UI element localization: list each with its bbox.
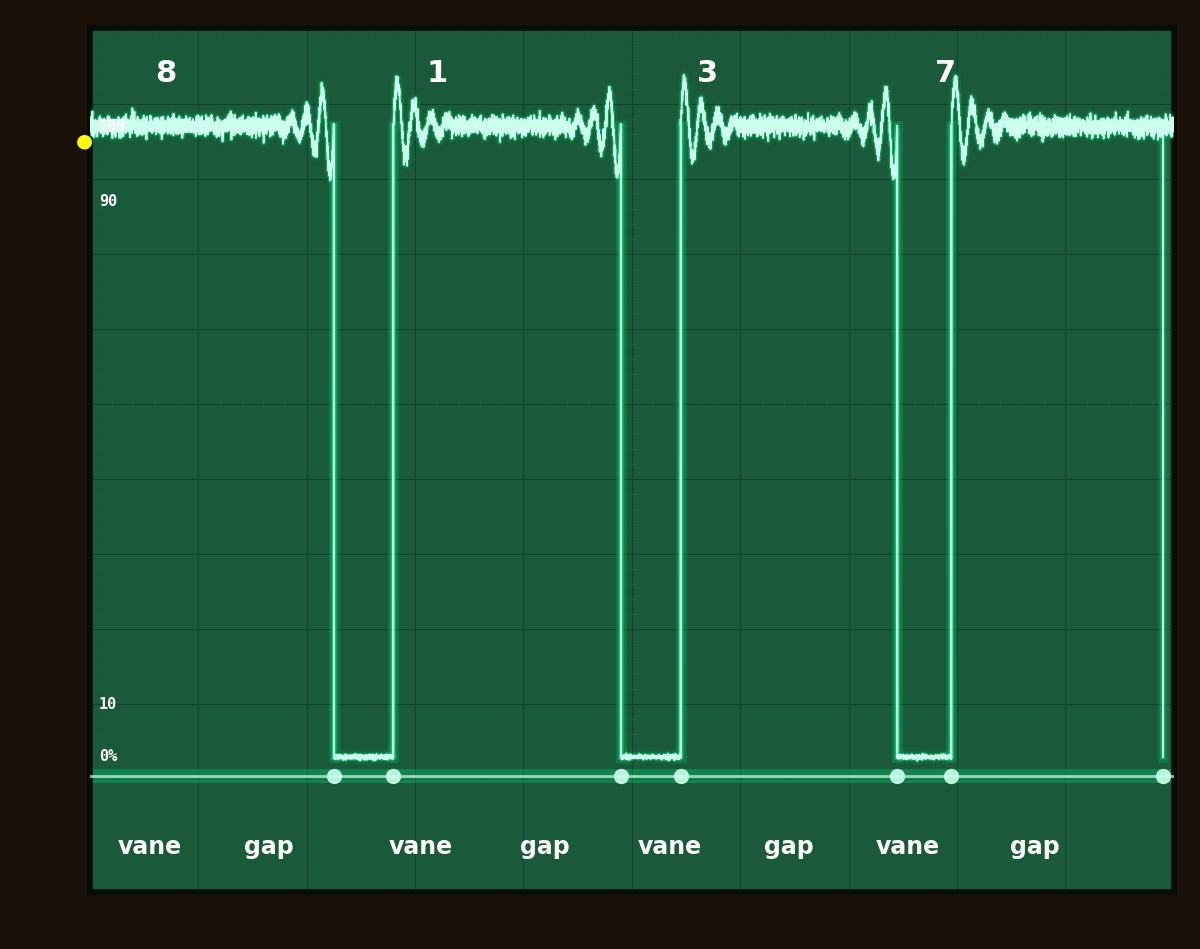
Text: vane: vane — [876, 835, 940, 859]
Text: 90: 90 — [98, 194, 116, 209]
Text: 8: 8 — [155, 59, 176, 88]
Text: gap: gap — [764, 835, 814, 859]
Text: gap: gap — [521, 835, 570, 859]
Text: 10: 10 — [98, 697, 116, 712]
Text: ●: ● — [76, 131, 92, 150]
Text: 1: 1 — [426, 59, 448, 88]
Text: 0%: 0% — [98, 750, 116, 764]
Text: vane: vane — [637, 835, 702, 859]
Text: gap: gap — [1010, 835, 1060, 859]
Text: vane: vane — [118, 835, 181, 859]
Text: 7: 7 — [936, 59, 956, 88]
Text: 3: 3 — [697, 59, 719, 88]
Text: gap: gap — [244, 835, 294, 859]
Text: 100: 100 — [98, 119, 126, 134]
Text: vane: vane — [389, 835, 452, 859]
